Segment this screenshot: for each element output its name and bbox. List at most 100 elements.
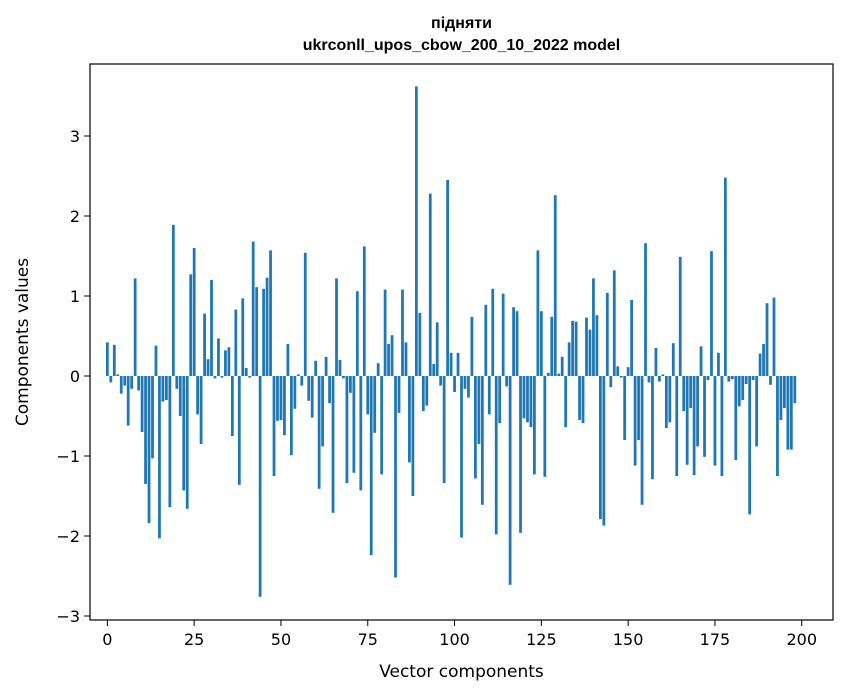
bar (178, 376, 182, 416)
bar (602, 376, 606, 526)
bar (383, 289, 387, 376)
y-axis-ticks: −3 −2 −1 0 1 2 3 (56, 127, 90, 626)
bar (428, 193, 432, 376)
bar (685, 376, 689, 465)
x-tick-label: 175 (700, 630, 731, 649)
bar (206, 359, 210, 376)
bar (109, 376, 113, 383)
bar (279, 376, 283, 420)
bar (536, 250, 540, 376)
bar (779, 376, 783, 420)
bar (463, 376, 467, 389)
bar (345, 376, 349, 484)
bar (310, 376, 314, 418)
bar (755, 376, 759, 447)
bar (658, 376, 661, 382)
x-tick-label: 50 (271, 630, 291, 649)
bar (144, 376, 147, 484)
bar (321, 376, 325, 447)
bar (786, 376, 790, 450)
bar (661, 374, 665, 376)
bar (151, 376, 154, 459)
bar (158, 376, 161, 539)
bar (213, 376, 217, 379)
bar (435, 322, 439, 376)
bar (713, 376, 717, 466)
bar (571, 320, 574, 376)
bar (189, 274, 193, 376)
y-tick-label: −1 (56, 447, 80, 466)
bar (394, 376, 397, 578)
bar (130, 376, 134, 389)
bar (699, 346, 703, 376)
bar (546, 372, 550, 376)
bar (401, 289, 404, 376)
bar (369, 376, 373, 556)
bar (220, 376, 224, 378)
bar (314, 360, 318, 376)
bar (449, 352, 453, 376)
bar (269, 250, 272, 376)
y-axis-label: Components values (13, 258, 33, 426)
bar (668, 376, 672, 423)
bar (293, 376, 297, 409)
bar (616, 366, 620, 376)
bar (255, 287, 259, 376)
x-tick-label: 150 (613, 630, 644, 649)
x-tick-label: 125 (526, 630, 557, 649)
bar (598, 376, 602, 520)
bar (692, 376, 696, 476)
bar (550, 316, 554, 376)
bar (751, 376, 755, 380)
bar (717, 352, 720, 376)
bar (595, 315, 599, 376)
bar (647, 376, 651, 383)
x-tick-label: 25 (184, 630, 204, 649)
bar (303, 252, 307, 376)
bar (397, 376, 401, 413)
x-axis-ticks: 0 25 50 75 100 125 150 175 200 (102, 620, 817, 649)
bar (137, 376, 140, 391)
plot-frame (89, 63, 834, 621)
bar (578, 376, 581, 420)
bar (355, 291, 359, 376)
bar (706, 376, 710, 380)
bar (498, 376, 502, 424)
bar (342, 376, 345, 379)
y-tick-label: −3 (56, 607, 80, 626)
bar (501, 293, 505, 376)
bar (567, 342, 571, 376)
bar (230, 376, 234, 436)
bar (633, 376, 637, 466)
bar (776, 376, 779, 476)
bar (164, 376, 168, 400)
bar (664, 376, 668, 428)
bar (574, 321, 578, 376)
bar (300, 376, 304, 386)
bar (203, 313, 206, 376)
bar (612, 270, 616, 376)
y-tick-label: 2 (70, 207, 80, 226)
bar (477, 376, 481, 444)
bar (349, 376, 352, 393)
bar (123, 376, 127, 386)
bar (373, 376, 377, 433)
bar (762, 344, 765, 376)
bar (317, 376, 321, 489)
bar (140, 376, 144, 432)
y-tick-label: −2 (56, 527, 80, 546)
bar (196, 376, 200, 415)
bar (210, 280, 213, 376)
bar (414, 86, 418, 377)
bar (442, 376, 446, 484)
bar (553, 195, 557, 376)
y-tick-label: 3 (70, 127, 80, 146)
bar (703, 376, 706, 457)
bar (237, 376, 241, 485)
bar (147, 376, 151, 524)
bar (793, 376, 797, 404)
chart-title: підняти (431, 15, 492, 32)
bar (265, 277, 269, 376)
bar (592, 278, 595, 376)
